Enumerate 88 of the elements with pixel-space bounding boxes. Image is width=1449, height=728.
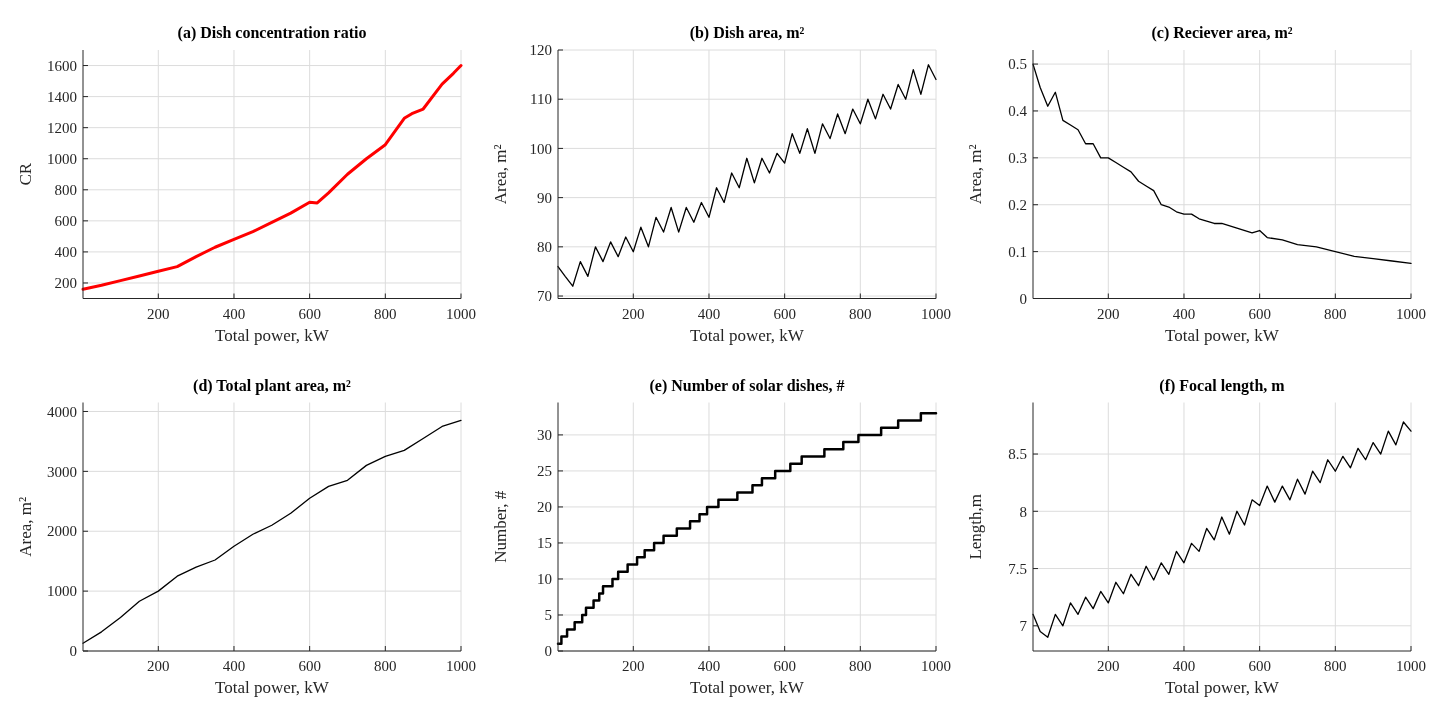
y-tick-label: 25 xyxy=(537,463,552,480)
y-tick-label: 8.5 xyxy=(1008,446,1027,463)
y-tick-label: 100 xyxy=(529,140,552,157)
line-series xyxy=(81,64,463,291)
y-axis-title: Area, m² xyxy=(491,144,510,205)
y-tick-label: 7.5 xyxy=(1008,560,1027,577)
y-tick-label: 20 xyxy=(537,499,552,516)
y-tick-label: 120 xyxy=(529,42,552,59)
x-tick-label: 800 xyxy=(374,658,397,674)
x-tick-label: 400 xyxy=(697,658,721,674)
x-tick-label: 400 xyxy=(222,658,246,674)
y-tick-label: 800 xyxy=(54,182,77,199)
y-tick-label: 1600 xyxy=(47,57,77,74)
x-tick-label: 200 xyxy=(622,658,645,674)
y-tick-label: 80 xyxy=(537,239,552,256)
y-axis-title: Area, m² xyxy=(966,144,985,205)
y-tick-label: 0.3 xyxy=(1008,150,1027,167)
y-tick-label: 110 xyxy=(530,91,552,108)
y-axis-title: Area, m² xyxy=(16,496,35,557)
x-tick-label: 400 xyxy=(1172,658,1196,674)
y-tick-label: 2000 xyxy=(47,523,77,540)
x-axis-title: Total power, kW xyxy=(1165,325,1280,345)
x-tick-label: 1000 xyxy=(446,305,476,322)
x-axis-title: Total power, kW xyxy=(690,325,805,345)
x-tick-label: 800 xyxy=(1324,305,1347,322)
y-tick-label: 1000 xyxy=(47,583,77,600)
x-tick-label: 1000 xyxy=(1396,305,1426,322)
y-axis-title: Length,m xyxy=(966,493,985,560)
x-tick-label: 600 xyxy=(773,658,796,674)
y-tick-label: 0.1 xyxy=(1008,243,1027,260)
chart-title: (c) Reciever area, m² xyxy=(1151,24,1293,42)
y-tick-label: 1200 xyxy=(47,119,77,136)
y-tick-label: 1000 xyxy=(47,150,77,167)
x-tick-label: 800 xyxy=(849,658,872,674)
chart-title: (b) Dish area, m² xyxy=(689,24,805,42)
chart-title: (f) Focal length, m xyxy=(1159,376,1286,395)
x-tick-label: 400 xyxy=(1172,305,1196,322)
x-tick-label: 1000 xyxy=(921,305,951,322)
x-tick-label: 600 xyxy=(1248,658,1271,674)
y-tick-label: 0 xyxy=(69,643,77,660)
y-tick-label: 30 xyxy=(537,427,552,444)
y-tick-label: 1400 xyxy=(47,88,77,105)
y-tick-label: 0.5 xyxy=(1008,56,1027,73)
chart-title: (d) Total plant area, m² xyxy=(193,376,352,395)
y-tick-label: 0.4 xyxy=(1008,103,1028,120)
y-tick-label: 15 xyxy=(537,535,552,552)
y-tick-label: 600 xyxy=(54,213,77,230)
y-tick-label: 0 xyxy=(1019,290,1027,307)
x-tick-label: 800 xyxy=(849,305,872,322)
line-series xyxy=(82,419,462,644)
x-tick-label: 200 xyxy=(147,658,170,674)
y-tick-label: 0 xyxy=(544,643,552,660)
y-tick-label: 8 xyxy=(1019,503,1027,520)
x-tick-label: 600 xyxy=(298,305,321,322)
x-axis-title: Total power, kW xyxy=(215,325,330,345)
x-tick-label: 200 xyxy=(1097,305,1120,322)
x-tick-label: 400 xyxy=(222,305,246,322)
x-axis-title: Total power, kW xyxy=(690,678,805,697)
line-series xyxy=(1032,421,1412,638)
y-axis-title: CR xyxy=(16,162,35,186)
x-tick-label: 200 xyxy=(622,305,645,322)
y-tick-label: 4000 xyxy=(47,403,77,420)
y-tick-label: 0.2 xyxy=(1008,196,1027,213)
x-tick-label: 600 xyxy=(773,305,796,322)
y-tick-label: 70 xyxy=(537,288,552,305)
x-tick-label: 800 xyxy=(374,305,397,322)
x-tick-label: 400 xyxy=(697,305,721,322)
x-axis-title: Total power, kW xyxy=(1165,678,1280,697)
x-tick-label: 1000 xyxy=(1396,658,1426,674)
x-tick-label: 600 xyxy=(298,658,321,674)
x-tick-label: 800 xyxy=(1324,658,1347,674)
chart-title: (e) Number of solar dishes, # xyxy=(649,376,845,395)
x-axis-title: Total power, kW xyxy=(215,678,330,697)
y-tick-label: 7 xyxy=(1019,618,1028,635)
y-tick-label: 5 xyxy=(544,607,552,624)
x-tick-label: 200 xyxy=(1097,658,1120,674)
x-tick-label: 600 xyxy=(1248,305,1271,322)
x-tick-label: 200 xyxy=(147,305,170,322)
y-tick-label: 10 xyxy=(537,571,552,588)
line-series xyxy=(557,64,937,287)
y-tick-label: 200 xyxy=(54,275,77,292)
y-tick-label: 90 xyxy=(537,189,552,206)
x-tick-label: 1000 xyxy=(921,658,951,674)
x-tick-label: 1000 xyxy=(446,658,476,674)
y-tick-label: 400 xyxy=(54,244,77,261)
y-tick-label: 3000 xyxy=(47,463,77,480)
chart-title: (a) Dish concentration ratio xyxy=(177,24,367,42)
y-axis-title: Number, # xyxy=(491,490,510,563)
